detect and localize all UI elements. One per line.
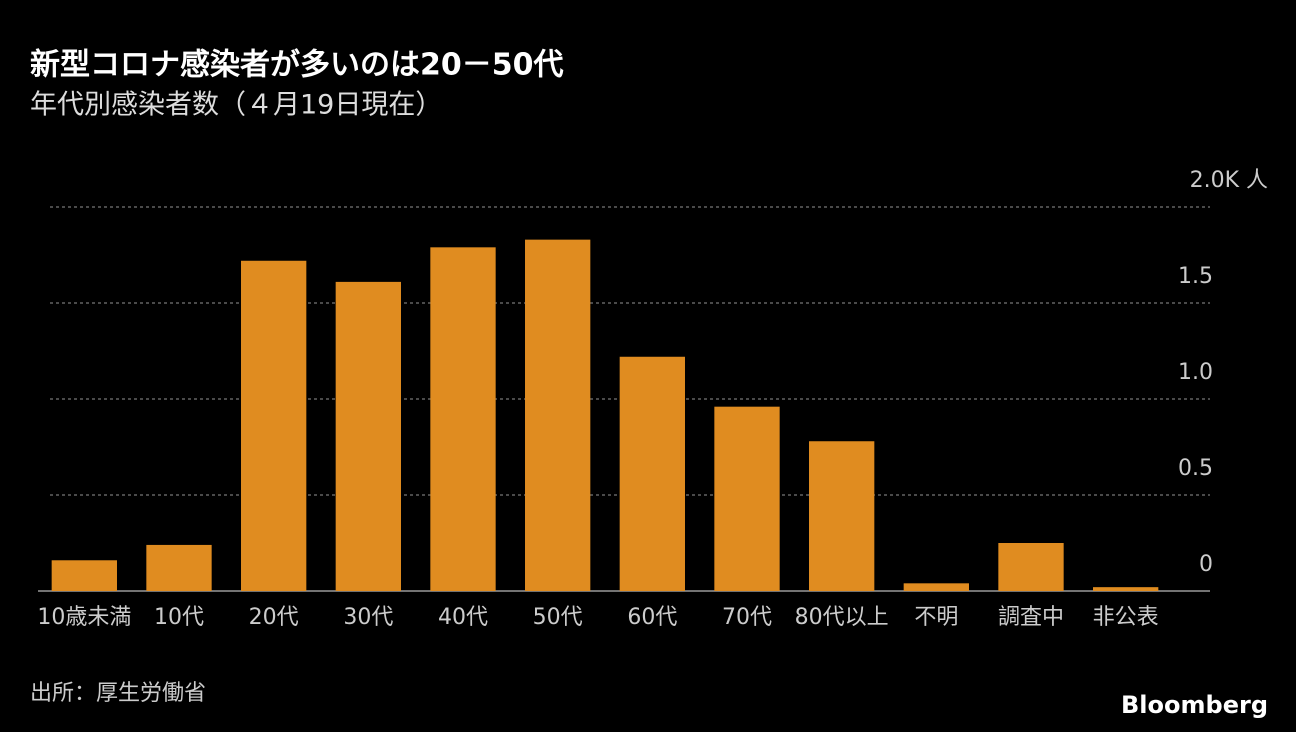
x-tick-label: 70代 — [722, 605, 772, 630]
bar — [335, 281, 401, 591]
bar — [525, 239, 591, 591]
y-tick-label: 0.5 — [1178, 456, 1213, 481]
y-tick-label: 1.0 — [1178, 360, 1213, 385]
x-tick-label: 50代 — [533, 605, 583, 630]
bar — [430, 247, 496, 591]
source: 出所：厚生労働省 — [30, 681, 206, 706]
bar — [998, 543, 1064, 591]
x-tick-label: 60代 — [627, 605, 677, 630]
bar — [1093, 587, 1159, 591]
y-tick-label: 2.0K 人 — [1190, 168, 1268, 193]
x-tick-label: 非公表 — [1093, 605, 1159, 630]
y-tick-label: 1.5 — [1178, 264, 1213, 289]
x-tick-label: 10代 — [154, 605, 204, 630]
x-tick-label: 40代 — [438, 605, 488, 630]
bar — [146, 544, 212, 591]
chart-title: 新型コロナ感染者が多いのは20－50代 — [30, 48, 564, 83]
bar — [714, 406, 780, 591]
bar — [241, 260, 307, 591]
x-tick-label: 30代 — [343, 605, 393, 630]
x-tick-label: 不明 — [914, 605, 958, 630]
bar — [51, 560, 117, 591]
logo: Bloomberg — [1121, 691, 1268, 719]
chart-subtitle: 年代別感染者数（４月19日現在） — [30, 90, 442, 121]
x-tick-label: 調査中 — [998, 605, 1064, 630]
bar — [619, 356, 685, 591]
x-tick-label: 80代以上 — [795, 605, 889, 630]
bar — [809, 441, 875, 591]
x-tick-label: 20代 — [249, 605, 299, 630]
x-tick-label: 10歳未満 — [37, 605, 131, 630]
bar — [903, 583, 969, 591]
y-tick-label: 0 — [1199, 552, 1213, 577]
